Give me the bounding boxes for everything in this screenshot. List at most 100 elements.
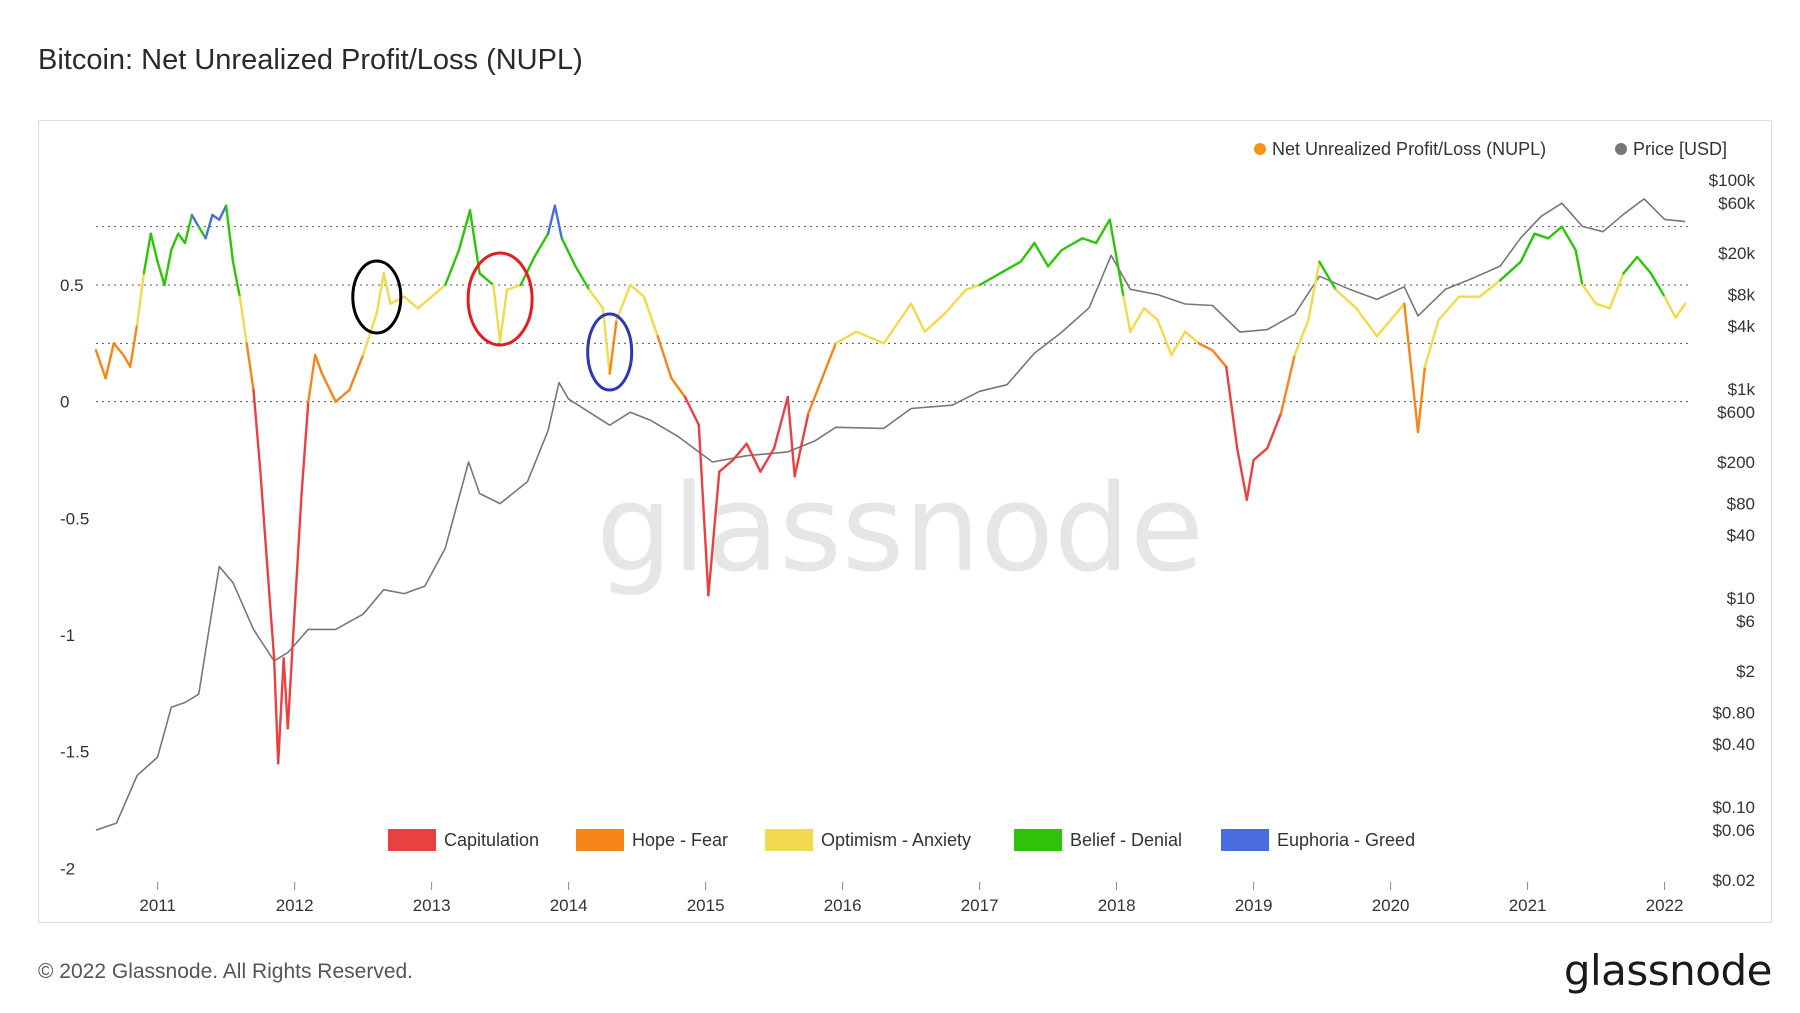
nupl-segment: [697, 423, 710, 597]
nupl-segment: [1033, 241, 1050, 268]
nupl-segment: [1594, 302, 1612, 310]
nupl-segment: [1156, 318, 1173, 357]
right-axis-tick: $0.40: [1712, 735, 1755, 754]
nupl-segment: [282, 657, 289, 730]
nupl-segment: [707, 470, 721, 597]
nupl-segment: [909, 302, 926, 333]
annotation-layer: [351, 251, 634, 392]
nupl-segment: [807, 377, 824, 415]
nupl-segment: [964, 283, 981, 291]
nupl-segment: [218, 204, 228, 221]
nupl-segment: [1663, 295, 1677, 319]
nupl-segment: [1235, 447, 1249, 501]
nupl-segment: [1279, 353, 1296, 415]
nupl-segment: [266, 563, 276, 660]
x-axis-tick: 2016: [824, 896, 862, 915]
nupl-segment: [211, 213, 221, 221]
annotation-ellipse: [586, 312, 634, 392]
nupl-segment: [820, 342, 837, 380]
nupl-segment: [1533, 232, 1550, 240]
legend-top-label: Price [USD]: [1633, 139, 1727, 159]
nupl-segment: [190, 213, 200, 228]
nupl-segment: [444, 248, 461, 287]
nupl-segment: [170, 232, 180, 252]
nupl-segment: [1546, 225, 1564, 240]
annotation-ellipse: [466, 251, 534, 347]
nupl-segment: [533, 232, 550, 259]
nupl-segment: [882, 302, 913, 345]
nupl-segment: [1437, 295, 1461, 322]
nupl-segment: [112, 342, 125, 357]
nupl-segment: [519, 255, 536, 287]
legend-label: Belief - Denial: [1070, 830, 1182, 850]
nupl-segment: [1046, 248, 1064, 268]
nupl-segment: [683, 395, 700, 427]
nupl-segment: [1478, 279, 1502, 298]
nupl-segment: [183, 213, 194, 245]
nupl-segment: [498, 288, 509, 343]
nupl-segment: [793, 412, 810, 478]
nupl-segment: [772, 395, 789, 450]
nupl-segment: [122, 353, 132, 368]
nupl-segment: [855, 330, 885, 345]
x-axis-tick: 2012: [276, 896, 314, 915]
nupl-segment: [999, 260, 1022, 275]
nupl-segment: [286, 610, 296, 730]
x-axis-tick: 2021: [1509, 896, 1547, 915]
nupl-segment: [224, 204, 235, 263]
legend-label: Hope - Fear: [632, 830, 728, 850]
right-axis-tick: $10: [1727, 589, 1755, 608]
nupl-segment: [1293, 318, 1310, 357]
legend-label: Optimism - Anxiety: [821, 830, 971, 850]
x-axis-tick: 2011: [139, 896, 176, 915]
right-axis-tick: $200: [1717, 453, 1755, 472]
nupl-segment: [1423, 318, 1440, 368]
nupl-segment: [277, 657, 285, 765]
nupl-segment: [1252, 447, 1269, 462]
nupl-segment: [492, 283, 502, 343]
right-axis-tick: $600: [1717, 403, 1755, 422]
right-axis-tick: $40: [1727, 526, 1755, 545]
nupl-segment: [670, 377, 687, 399]
nupl-segment: [553, 204, 563, 240]
x-axis-tick: 2018: [1098, 896, 1136, 915]
annotation-ellipse: [351, 259, 403, 335]
right-axis-tick: $2: [1736, 662, 1755, 681]
left-axis-tick: -1: [60, 626, 75, 645]
nupl-segment: [1019, 241, 1036, 263]
nupl-segment: [1649, 272, 1666, 298]
right-axis-tick: $100k: [1709, 171, 1756, 190]
nupl-segment: [135, 272, 146, 326]
left-axis-tick: 0: [60, 393, 69, 412]
nupl-segment: [944, 288, 968, 315]
nupl-segment: [923, 311, 947, 333]
nupl-segment: [128, 323, 139, 368]
x-axis-tick: 2013: [413, 896, 451, 915]
nupl-segment: [1224, 365, 1239, 450]
nupl-segment: [1560, 225, 1577, 252]
x-axis-tick: 2022: [1646, 896, 1684, 915]
glassnode-logo[interactable]: glassnode: [1563, 946, 1773, 995]
chart-frame: [38, 120, 1772, 923]
nupl-segment: [320, 372, 337, 403]
right-axis-tick: $20k: [1718, 244, 1755, 263]
nupl-segment: [245, 342, 255, 392]
nupl-segment: [307, 353, 317, 403]
nupl-segment: [574, 265, 591, 291]
right-axis-tick: $60k: [1718, 194, 1755, 213]
nupl-segment: [1622, 255, 1639, 275]
x-axis-tick: 2017: [961, 896, 999, 915]
x-axis-ticks: 2011 2012 2013 2014 2015 2016 2017 2018 2019 2020…: [139, 882, 1684, 915]
nupl-segment: [759, 447, 776, 473]
nupl-segment: [1635, 255, 1653, 275]
nupl-segment: [505, 283, 522, 291]
nupl-segment: [259, 470, 269, 567]
nupl-segment: [1581, 283, 1598, 305]
legend-top-dot: [1615, 143, 1627, 155]
nupl-segment: [978, 272, 1002, 287]
nupl-segment: [361, 311, 378, 357]
right-axis-tick: $6: [1736, 612, 1755, 631]
nupl-segment: [1094, 218, 1112, 245]
nupl-segment: [1416, 365, 1427, 434]
legend-swatch: [576, 829, 624, 851]
